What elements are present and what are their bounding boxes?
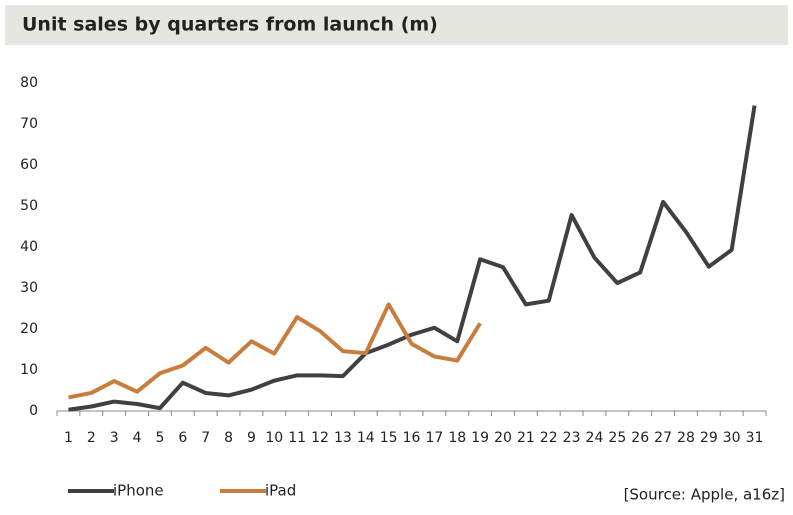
y-tick-label: 50 — [20, 198, 38, 214]
x-tick-label: 20 — [494, 430, 512, 446]
x-tick-label: 26 — [631, 430, 649, 446]
x-tick-label: 9 — [247, 430, 256, 446]
y-tick-label: 0 — [29, 403, 38, 419]
title-band — [5, 5, 788, 45]
x-tick-label: 31 — [746, 430, 764, 446]
x-tick-label: 6 — [178, 430, 187, 446]
chart-title: Unit sales by quarters from launch (m) — [22, 14, 438, 36]
x-tick-label: 3 — [110, 430, 119, 446]
legend-label: iPhone — [113, 482, 164, 500]
x-tick-label: 8 — [224, 430, 233, 446]
x-tick-label: 2 — [87, 430, 96, 446]
x-tick-label: 14 — [357, 430, 375, 446]
legend-label: iPad — [265, 482, 296, 500]
x-tick-label: 30 — [723, 430, 741, 446]
x-tick-label: 25 — [608, 430, 626, 446]
x-tick-label: 13 — [334, 430, 352, 446]
x-tick-label: 28 — [677, 430, 695, 446]
x-tick-label: 5 — [155, 430, 164, 446]
x-tick-label: 18 — [448, 430, 466, 446]
y-tick-label: 10 — [20, 362, 38, 378]
x-tick-label: 7 — [201, 430, 210, 446]
x-tick-label: 24 — [586, 430, 604, 446]
series-line — [68, 302, 482, 400]
y-tick-label: 70 — [20, 116, 38, 132]
y-tick-label: 80 — [20, 75, 38, 91]
x-tick-label: 21 — [517, 430, 535, 446]
y-tick-label: 20 — [20, 321, 38, 337]
series-line — [68, 105, 757, 412]
x-tick-label: 1 — [64, 430, 73, 446]
x-tick-label: 27 — [654, 430, 672, 446]
x-tick-label: 10 — [265, 430, 283, 446]
x-tick-label: 19 — [471, 430, 489, 446]
x-tick-label: 15 — [380, 430, 398, 446]
x-tick-label: 11 — [288, 430, 306, 446]
y-tick-label: 40 — [20, 239, 38, 255]
x-tick-label: 4 — [133, 430, 142, 446]
x-tick-label: 22 — [540, 430, 558, 446]
x-tick-label: 29 — [700, 430, 718, 446]
y-tick-label: 60 — [20, 157, 38, 173]
x-tick-label: 12 — [311, 430, 329, 446]
source-note: [Source: Apple, a16z] — [624, 486, 785, 504]
y-tick-label: 30 — [20, 280, 38, 296]
x-tick-label: 23 — [563, 430, 581, 446]
x-tick-label: 16 — [403, 430, 421, 446]
x-tick-label: 17 — [425, 430, 443, 446]
